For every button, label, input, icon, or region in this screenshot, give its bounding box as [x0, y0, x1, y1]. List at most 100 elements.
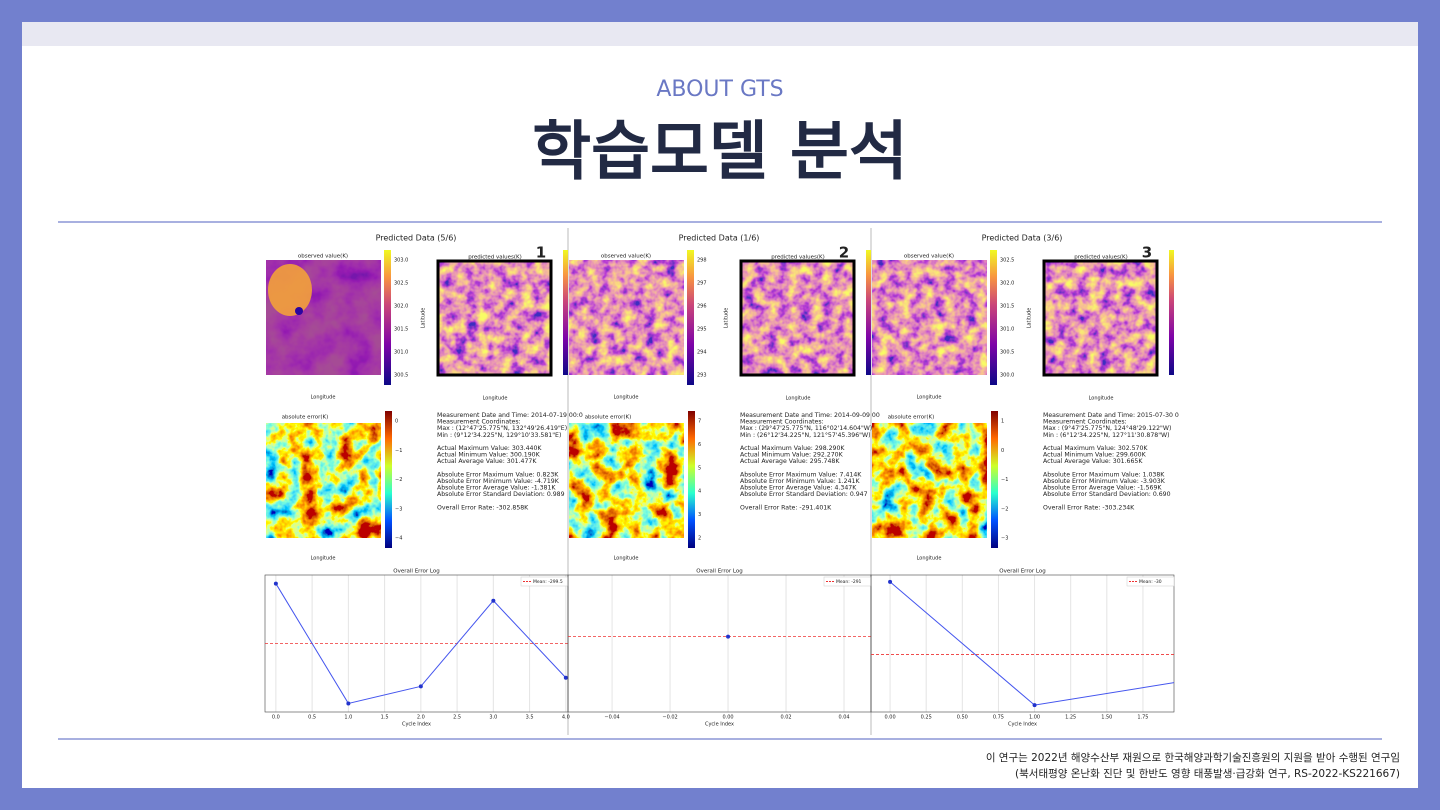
error-point	[273, 581, 278, 586]
colorbar-tick: 300.5	[394, 373, 408, 379]
marker-number: 2	[839, 244, 849, 262]
info-line: Overall Error Rate: -303.234K	[1043, 504, 1135, 511]
x-tick-label: 2.5	[453, 715, 461, 721]
x-tick-label: 0.25	[921, 715, 932, 721]
colorbar-tick: −3	[395, 506, 402, 512]
colorbar-tick: 295	[697, 327, 707, 333]
error-point	[726, 634, 731, 639]
colorbar-tick: 301.5	[1000, 304, 1014, 310]
colorbar	[687, 250, 694, 385]
info-line: Measurement Coordinates:	[1043, 419, 1127, 426]
info-line: Actual Maximum Value: 298.290K	[740, 445, 845, 452]
info-line: Min : (26°12'34.225"N, 121°57'45.396"W)	[740, 431, 871, 439]
x-tick-label: 3.0	[489, 715, 497, 721]
axis-label: Longitude	[917, 395, 942, 401]
axis-label: Longitude	[917, 556, 942, 562]
observed-map	[569, 260, 684, 375]
colorbar-tick: 5	[698, 465, 701, 471]
colorbar-tick: 4	[698, 489, 701, 495]
error-map	[872, 423, 987, 538]
x-tick-label: 0.50	[957, 715, 968, 721]
error-point	[563, 675, 568, 680]
x-tick-label: 0.00	[722, 715, 733, 721]
footer-note: 이 연구는 2022년 해양수산부 재원으로 한국해양과학기술진흥원의 지원을 …	[986, 751, 1400, 764]
axis-label: Latitude	[421, 308, 427, 329]
x-tick-label: 0.02	[780, 715, 791, 721]
map-title: absolute error(K)	[282, 415, 329, 421]
axis-label: Cycle Index	[402, 722, 431, 728]
chart-title: Overall Error Log	[999, 569, 1045, 575]
colorbar-tick: 293	[697, 373, 707, 379]
axis-label: Longitude	[614, 395, 639, 401]
colorbar-tick: 2	[698, 536, 701, 542]
highlight-box	[739, 259, 856, 377]
x-tick-label: 1.50	[1101, 715, 1112, 721]
colorbar	[385, 411, 392, 548]
observed-map	[872, 260, 987, 375]
error-point	[888, 579, 893, 584]
info-line: Absolute Error Maximum Value: 1.038K	[1043, 471, 1165, 478]
info-line: Absolute Error Minimum Value: -3.903K	[1043, 478, 1166, 485]
x-tick-label: 2.0	[417, 715, 425, 721]
info-line: Actual Maximum Value: 302.570K	[1043, 445, 1148, 452]
x-tick-label: 1.75	[1137, 715, 1148, 721]
info-line: Actual Maximum Value: 303.440K	[437, 445, 542, 452]
legend-box	[1126, 576, 1175, 587]
axis-label: Longitude	[1089, 396, 1114, 402]
map-title: predicted values(K)	[468, 255, 522, 261]
x-tick-label: 1.0	[344, 715, 352, 721]
colorbar	[990, 250, 997, 385]
colorbar-tick: 3	[698, 512, 701, 518]
x-tick-label: −0.02	[662, 715, 677, 721]
colorbar-tick: 300.0	[1000, 373, 1014, 379]
chart-title: Overall Error Log	[696, 569, 742, 575]
map-title: absolute error(K)	[585, 415, 632, 421]
info-line: Absolute Error Standard Deviation: 0.947	[740, 491, 868, 498]
colorbar	[991, 411, 998, 548]
map-title: predicted values(K)	[771, 255, 825, 261]
slide-title: 학습모델 분석	[532, 116, 908, 190]
hot-spot	[268, 264, 312, 316]
map-title: predicted values(K)	[1074, 255, 1128, 261]
x-tick-label: 0.04	[838, 715, 849, 721]
info-line: Overall Error Rate: -291.401K	[740, 504, 832, 511]
x-tick-label: 0.0	[272, 715, 280, 721]
info-line: Measurement Date and Time: 2015-07-30 0	[1043, 412, 1179, 419]
colorbar-tick: 302.5	[394, 281, 408, 287]
predicted-map	[438, 261, 551, 375]
info-line: Measurement Date and Time: 2014-09-09 00	[740, 412, 880, 419]
info-line: Absolute Error Standard Deviation: 0.690	[1043, 491, 1171, 498]
colorbar-tick: 302.0	[1000, 281, 1014, 287]
error-map	[569, 423, 684, 538]
colorbar	[563, 250, 568, 375]
error-point	[346, 701, 351, 706]
axis-label: Longitude	[614, 556, 639, 562]
colorbar-tick: −2	[1001, 506, 1008, 512]
map-title: observed value(K)	[601, 254, 651, 260]
colorbar-tick: 301.0	[394, 350, 408, 356]
x-tick-label: 0.75	[993, 715, 1004, 721]
predicted-map	[1044, 261, 1157, 375]
colorbar-tick: 301.0	[1000, 327, 1014, 333]
x-tick-label: 0.5	[308, 715, 316, 721]
error-point	[491, 598, 496, 603]
map-title: observed value(K)	[298, 254, 348, 260]
colorbar-tick: −1	[395, 448, 402, 454]
top-bar	[22, 22, 1418, 46]
axis-label: Cycle Index	[1008, 722, 1037, 728]
colorbar	[688, 411, 695, 548]
legend-label: Mean: -299.5	[533, 579, 563, 585]
axis-label: Longitude	[311, 395, 336, 401]
info-line: Absolute Error Maximum Value: 7.414K	[740, 471, 862, 478]
x-tick-label: 3.5	[526, 715, 534, 721]
x-tick-label: 1.00	[1029, 715, 1040, 721]
colorbar-tick: 297	[697, 281, 707, 287]
axis-label: Cycle Index	[705, 722, 734, 728]
colorbar-tick: −4	[395, 536, 402, 542]
info-line: Actual Minimum Value: 292.270K	[740, 452, 844, 459]
axis-label: Longitude	[786, 396, 811, 402]
chart-title: Overall Error Log	[393, 569, 439, 575]
info-line: Max : (9°47'25.775"N, 124°48'29.122"W)	[1043, 424, 1171, 432]
info-line: Max : (29°47'25.775"N, 116°02'14.604"W)	[740, 424, 872, 432]
